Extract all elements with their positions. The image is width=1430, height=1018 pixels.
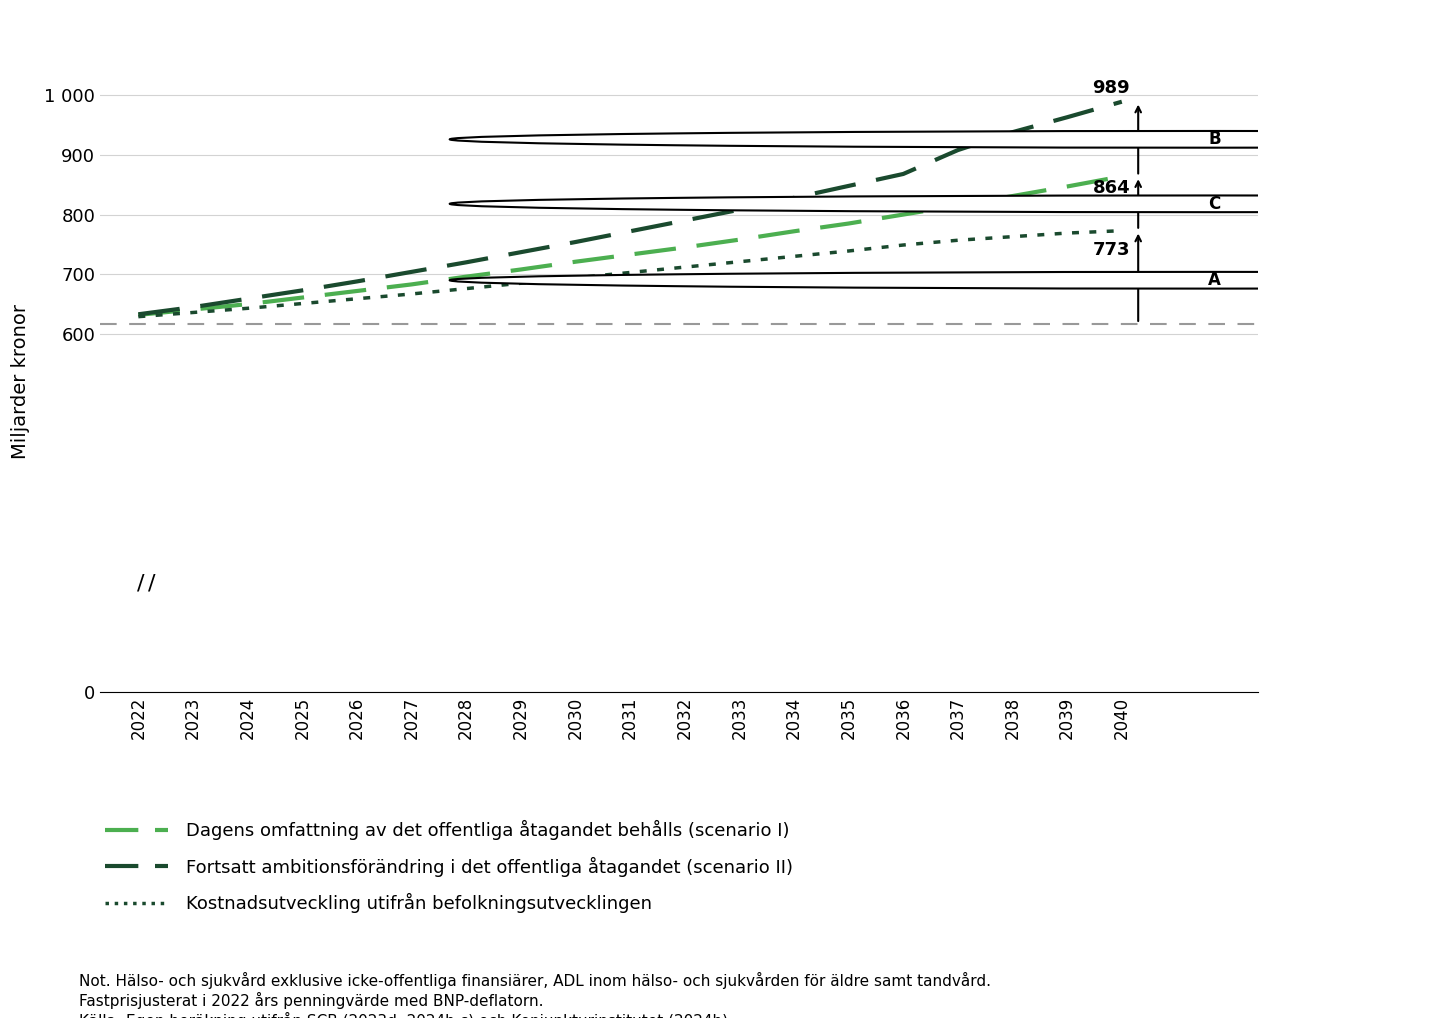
Circle shape <box>450 272 1430 289</box>
Circle shape <box>450 195 1430 212</box>
Text: 989: 989 <box>1093 79 1130 97</box>
Y-axis label: Miljarder kronor: Miljarder kronor <box>11 304 30 459</box>
Circle shape <box>450 131 1430 148</box>
Legend: Dagens omfattning av det offentliga åtagandet behålls (scenario I), Fortsatt amb: Dagens omfattning av det offentliga åtag… <box>97 813 801 920</box>
Text: /: / <box>137 573 144 593</box>
Text: 864: 864 <box>1093 179 1130 197</box>
Text: C: C <box>1208 194 1221 213</box>
Text: /: / <box>149 573 156 593</box>
Text: Not. Hälso- och sjukvård exklusive icke-offentliga finansiärer, ADL inom hälso- : Not. Hälso- och sjukvård exklusive icke-… <box>79 972 991 1018</box>
Text: 773: 773 <box>1093 241 1130 260</box>
Text: A: A <box>1208 271 1221 289</box>
Text: B: B <box>1208 130 1221 149</box>
